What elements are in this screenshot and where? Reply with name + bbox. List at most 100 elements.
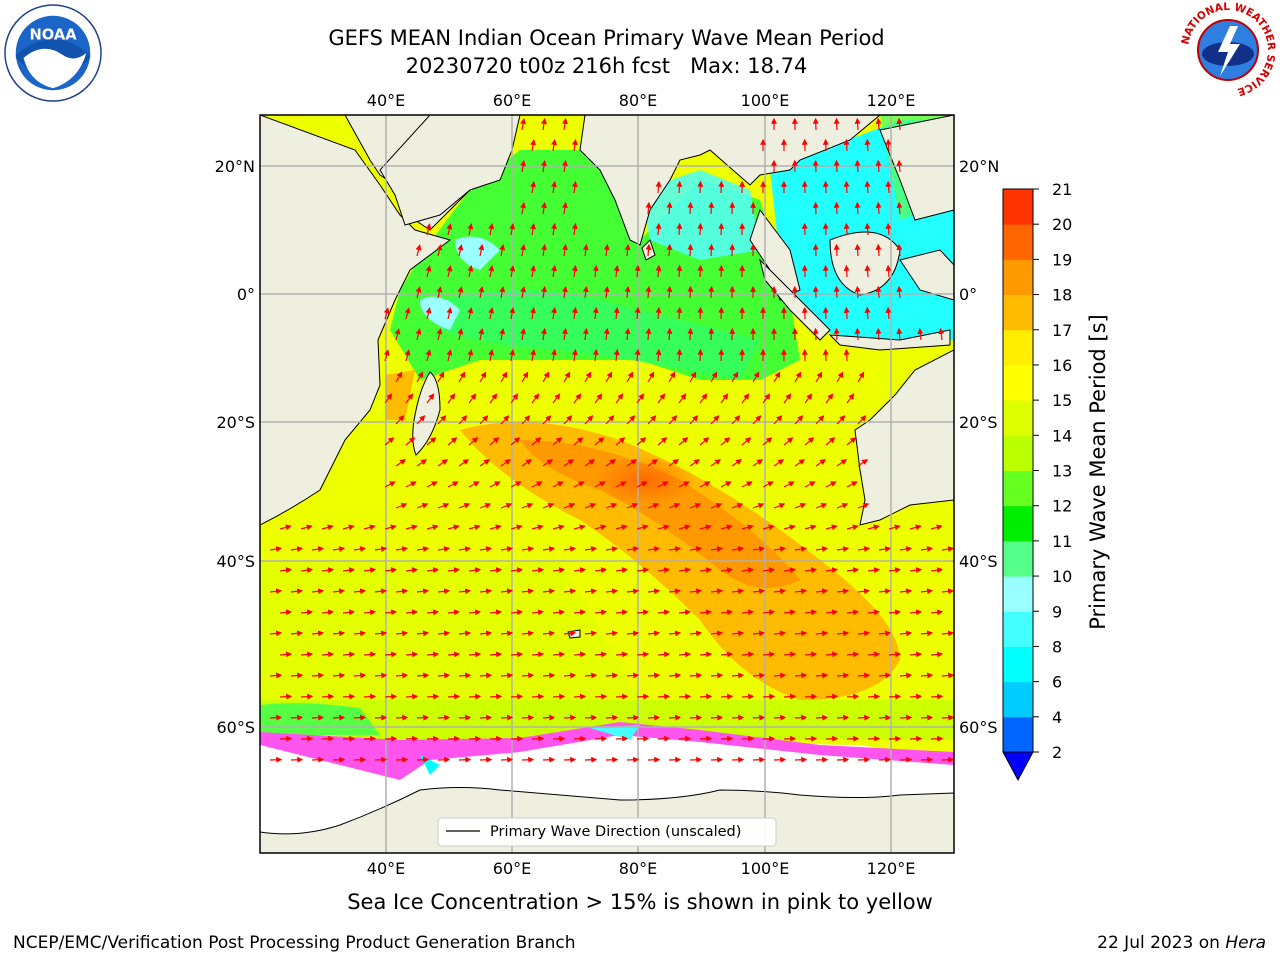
- wave-arrow: [678, 651, 692, 658]
- wave-arrow: [825, 735, 839, 742]
- wave-arrow: [353, 672, 367, 679]
- wave-arrow: [311, 546, 325, 553]
- wave-arrow: [655, 264, 662, 278]
- wave-arrow: [731, 630, 745, 637]
- wave-arrow: [332, 546, 346, 553]
- wave-arrow: [676, 264, 683, 278]
- wave-arrow: [552, 567, 566, 574]
- wave-arrow: [594, 481, 606, 488]
- wave-arrow: [720, 651, 734, 658]
- wave-arrow: [896, 201, 903, 215]
- wave-arrow: [521, 459, 533, 467]
- wave-arrow: [594, 735, 608, 742]
- colorbar-tick-label: 6: [1052, 673, 1062, 692]
- wave-arrow: [668, 672, 682, 679]
- wave-arrow: [636, 735, 650, 742]
- wave-arrow: [571, 180, 578, 194]
- lat-tick-left-40s: 40°S: [216, 552, 255, 571]
- svg-text:NOAA: NOAA: [29, 26, 77, 43]
- wave-arrow: [520, 160, 527, 173]
- wave-arrow: [708, 243, 715, 257]
- wave-arrow: [468, 567, 482, 574]
- wave-arrow: [384, 567, 398, 574]
- wave-arrow: [500, 371, 508, 383]
- wave-arrow: [530, 307, 536, 320]
- wave-arrow: [626, 371, 634, 383]
- wave-arrow: [699, 567, 713, 574]
- wave-arrow: [603, 327, 610, 341]
- wave-arrow: [478, 286, 485, 299]
- wave-arrow: [384, 524, 397, 531]
- wave-arrow: [804, 651, 818, 658]
- wave-arrow: [854, 327, 861, 341]
- wave-arrow: [825, 609, 839, 616]
- wave-arrow: [854, 201, 861, 215]
- wave-arrow: [794, 415, 804, 425]
- wave-arrow: [552, 481, 564, 488]
- wave-arrow: [425, 307, 432, 320]
- wave-arrow: [854, 243, 861, 257]
- wave-arrow: [626, 672, 640, 679]
- wave-arrow: [542, 714, 556, 721]
- wave-arrow: [720, 609, 734, 616]
- wave-arrow: [395, 672, 409, 679]
- wave-arrow: [550, 180, 557, 194]
- wave-arrow: [458, 371, 466, 383]
- wave-arrow: [279, 567, 293, 574]
- wave-arrow: [437, 588, 451, 595]
- wave-arrow: [488, 223, 495, 236]
- wave-arrow: [804, 567, 818, 574]
- wave-arrow: [864, 264, 871, 278]
- wave-arrow: [603, 243, 610, 257]
- wave-arrow: [489, 437, 500, 446]
- wave-arrow: [678, 735, 692, 742]
- wave-arrow: [613, 264, 620, 278]
- wave-arrow: [615, 651, 629, 658]
- wave-arrow: [426, 481, 438, 488]
- wave-arrow: [404, 349, 411, 362]
- wave-arrow: [321, 693, 335, 700]
- wave-arrow: [447, 567, 461, 574]
- wave-arrow: [699, 437, 710, 446]
- wave-arrow: [708, 285, 715, 299]
- wave-arrow: [626, 714, 640, 721]
- wave-arrow: [843, 180, 850, 194]
- wave-arrow: [899, 546, 913, 553]
- wave-arrow: [447, 735, 461, 742]
- wave-arrow: [875, 159, 882, 173]
- wave-arrow: [437, 502, 450, 509]
- colorbar-tick-label: 4: [1052, 708, 1062, 727]
- wave-arrow: [447, 651, 461, 658]
- wave-arrow: [909, 651, 923, 658]
- wave-arrow: [626, 415, 636, 425]
- wave-arrow: [458, 415, 468, 425]
- colorbar-tick-label: 2: [1052, 743, 1062, 762]
- wave-arrow: [636, 437, 647, 446]
- wave-arrow: [689, 630, 703, 637]
- wave-arrow: [447, 524, 460, 531]
- wave-arrow: [426, 393, 435, 404]
- wave-arrow: [888, 567, 902, 574]
- wave-arrow: [941, 588, 954, 595]
- wave-arrow: [615, 567, 629, 574]
- wave-arrow: [699, 693, 713, 700]
- wave-arrow: [426, 437, 437, 446]
- wave-arrow: [521, 502, 534, 509]
- wave-arrow: [920, 546, 934, 553]
- wave-arrow: [875, 327, 882, 341]
- wave-arrow: [531, 393, 540, 404]
- wave-arrow: [836, 588, 850, 595]
- wave-arrow: [657, 609, 671, 616]
- wave-arrow: [815, 371, 823, 383]
- colorbar-tick-label: 18: [1052, 286, 1072, 305]
- colorbar-swatch: [1003, 611, 1033, 647]
- colorbar-tick-label: 8: [1052, 637, 1062, 656]
- footer-date-text: 22 Jul 2023 on: [1097, 933, 1220, 953]
- wave-arrow: [626, 630, 640, 637]
- wave-arrow: [300, 651, 314, 658]
- wave-arrow: [394, 328, 401, 341]
- wave-arrow: [636, 524, 649, 531]
- wave-arrow: [374, 546, 388, 553]
- wave-arrow: [636, 693, 650, 700]
